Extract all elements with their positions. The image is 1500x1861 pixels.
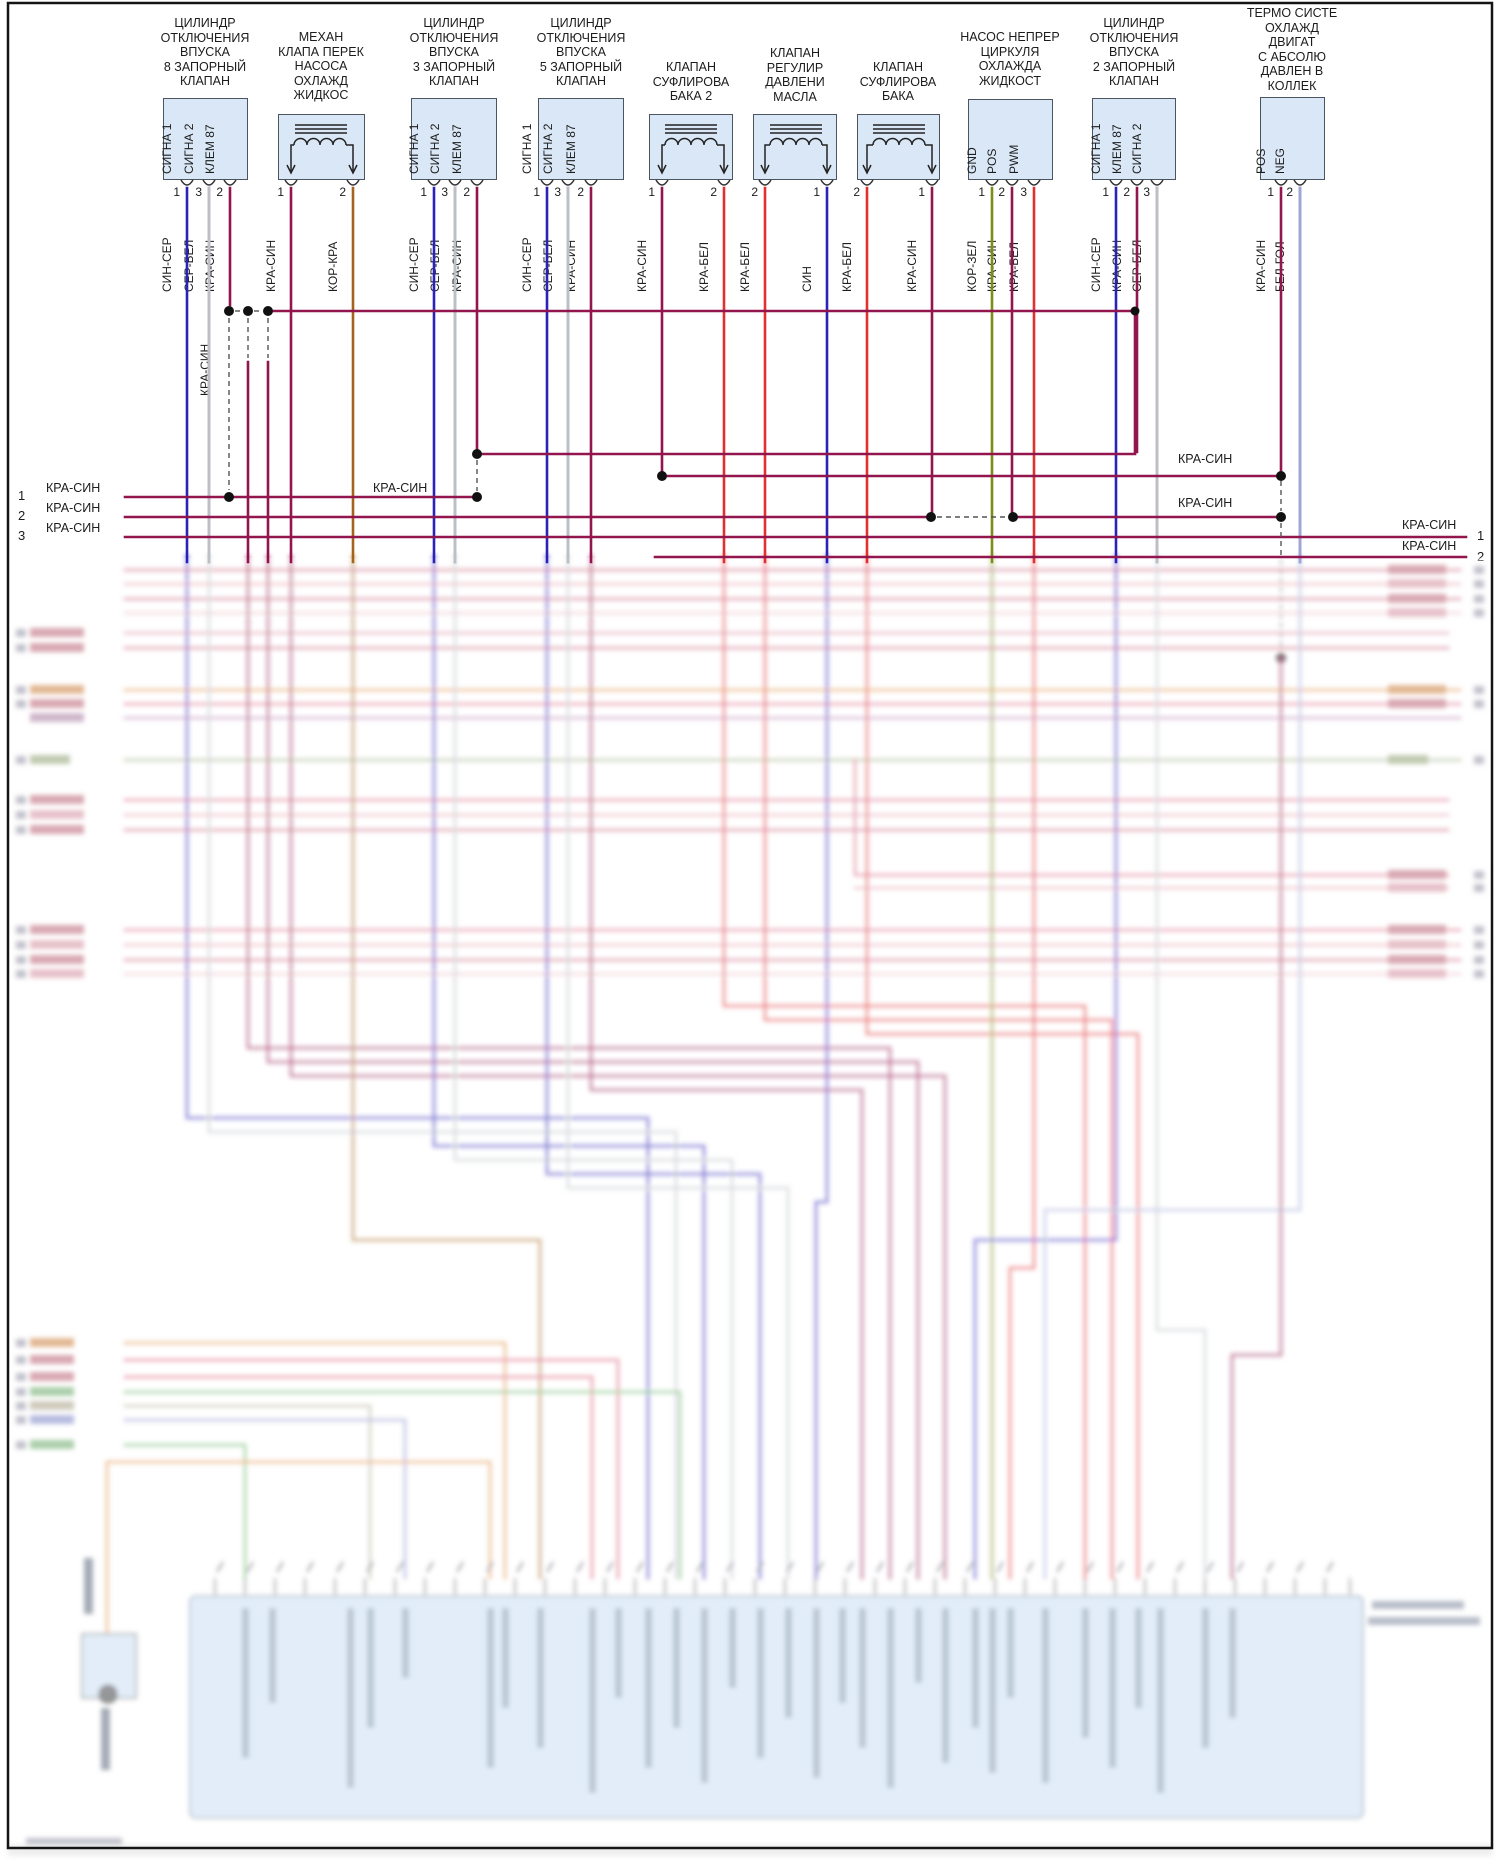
pump-label-blob (84, 1558, 93, 1614)
pin-number: 2 (339, 185, 346, 199)
bus-label-right-inner: КРА-СИН (1178, 452, 1233, 466)
component-title: КЛАПАН РЕГУЛИР ДАВЛЕНИ МАСЛА (765, 46, 825, 104)
bus-label-right: КРА-СИН (1402, 539, 1457, 553)
pin-number: 1 (420, 185, 427, 199)
bus-number-right: 1 (1477, 528, 1485, 543)
component-title: ЦИЛИНДР ОТКЛЮЧЕНИЯ ВПУСКА 2 ЗАПОРНЫЙ КЛА… (1089, 16, 1179, 88)
bus-label-right-inner: КРА-СИН (1178, 496, 1233, 510)
pin-number: 3 (441, 185, 448, 199)
component-box-valve8 (163, 98, 248, 180)
pin-number: 3 (195, 185, 202, 199)
junction-dots (224, 306, 1286, 522)
bus-number-left: 3 (18, 528, 26, 543)
horizontal-nets (123, 309, 1468, 559)
bus-number-left: 1 (18, 488, 26, 503)
ecu-label-blob (1368, 1617, 1480, 1625)
pin-number: 1 (277, 185, 284, 199)
bus-number-right: 2 (1477, 549, 1485, 564)
dashed-segments (228, 310, 1282, 558)
pin-number: 3 (1020, 185, 1027, 199)
pin-number: 2 (751, 185, 758, 199)
component-title: ЦИЛИНДР ОТКЛЮЧЕНИЯ ВПУСКА 3 ЗАПОРНЫЙ КЛА… (409, 16, 499, 88)
bus-number-left: 2 (18, 508, 26, 523)
component-box-valve3 (411, 98, 497, 180)
pin-number: 2 (998, 185, 1005, 199)
pump-label-blob (101, 1708, 110, 1770)
diagram-frame (6, 1, 1494, 1850)
pin-number: 2 (577, 185, 584, 199)
pin-number: 1 (978, 185, 985, 199)
pin-number: 1 (813, 185, 820, 199)
footer-text-blob (26, 1838, 122, 1845)
component-title: КЛАПАН СУФЛИРОВА БАКА 2 (652, 60, 730, 103)
component-title: ТЕРМО СИСТЕ ОХЛАЖД ДВИГАТ С АБСОЛЮ ДАВЛЕ… (1246, 6, 1338, 93)
pin-number: 3 (554, 185, 561, 199)
pin-number: 1 (1102, 185, 1109, 199)
pump-motor-icon (98, 1684, 118, 1704)
pin-number: 1 (173, 185, 180, 199)
pin-number: 2 (463, 185, 470, 199)
ecu-pin-name-blobs (242, 1608, 1236, 1793)
ecu-connector-box (189, 1595, 1364, 1819)
pin-number: 2 (710, 185, 717, 199)
bus-label-left: КРА-СИН (46, 521, 101, 535)
vertical-wires (185, 186, 1302, 564)
pin-number: 2 (216, 185, 223, 199)
solenoid-coil-symbols (286, 124, 937, 175)
pin-number: 2 (1286, 185, 1293, 199)
component-box-thermo-sensor (1260, 97, 1325, 180)
pin-sockets (180, 179, 1307, 186)
ecu-pin-numbers-blob (216, 1561, 1334, 1573)
component-title: НАСОС НЕПРЕР ЦИРКУЛЯ ОХЛАЖДА ЖИДКОСТ (960, 30, 1060, 88)
pin-number: 2 (1123, 185, 1130, 199)
component-title: МЕХАН КЛАПА ПЕРЕК НАСОСА ОХЛАЖД ЖИДКОС (278, 30, 364, 102)
bus-label-left: КРА-СИН (46, 481, 101, 495)
component-box-valve5 (538, 98, 624, 180)
pin-number: 1 (533, 185, 540, 199)
bus-label-left: КРА-СИН (46, 501, 101, 515)
component-box-coolant-pump (968, 99, 1053, 180)
pin-number: 1 (1267, 185, 1274, 199)
pin-number: 2 (853, 185, 860, 199)
pin-number: 1 (648, 185, 655, 199)
pin-number: 3 (1143, 185, 1150, 199)
pin-number: 1 (918, 185, 925, 199)
component-title: ЦИЛИНДР ОТКЛЮЧЕНИЯ ВПУСКА 8 ЗАПОРНЫЙ КЛА… (160, 16, 250, 88)
component-box-valve2 (1092, 98, 1176, 180)
component-title: ЦИЛИНДР ОТКЛЮЧЕНИЯ ВПУСКА 5 ЗАПОРНЫЙ КЛА… (536, 16, 626, 88)
ecu-pin-ticks (214, 1578, 1351, 1596)
bus-label-mid: КРА-СИН (373, 481, 428, 495)
blurred-wires-group (8, 554, 1492, 1856)
ecu-label-blob (1372, 1601, 1464, 1609)
component-title: КЛАПАН СУФЛИРОВА БАКА (859, 60, 937, 103)
bus-label-right: КРА-СИН (1402, 518, 1457, 532)
component-box-vent-valve2 (649, 114, 733, 180)
